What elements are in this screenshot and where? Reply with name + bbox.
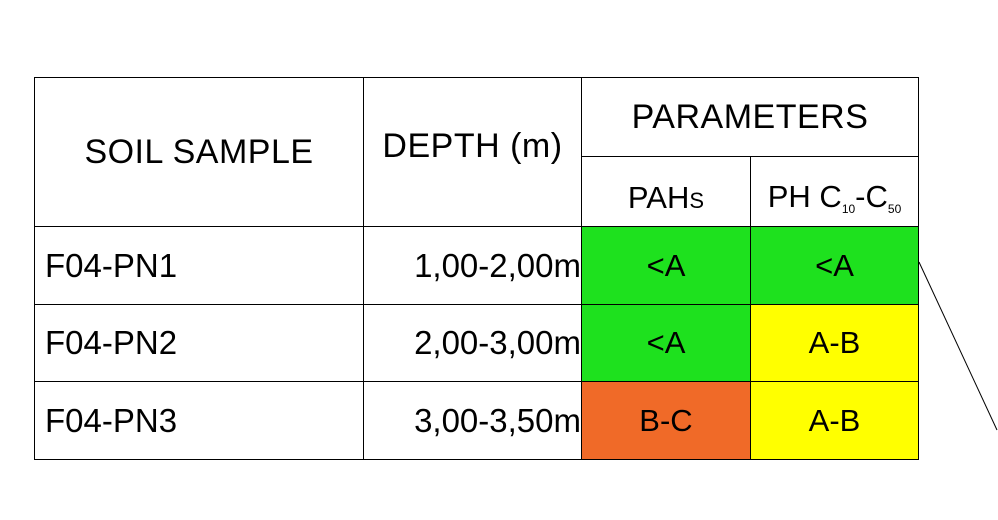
table-row-2-pahs: <A [581,304,751,382]
table-row-3-pahs: B-C [581,381,751,460]
row-3-depth-text: 3,00-3,50m [414,401,581,439]
header-parameters: PARAMETERS [581,77,919,157]
table-row-3-ph: A-B [750,381,919,460]
row-2-ph-value: A-B [808,325,861,360]
header-ph-label: PH C10-C50 [767,179,902,216]
row-1-depth-text: 1,00-2,00m [414,246,581,284]
row-1-pahs-value: <A [646,247,686,283]
table-row-3-depth: 3,00-3,50m [363,381,582,460]
table-row-2-ph: A-B [750,304,919,382]
row-2-depth-text: 2,00-3,00m [414,324,581,361]
row-1-ph-value: <A [815,247,854,283]
table-row-2-depth: 2,00-3,00m [363,304,582,382]
table-row-1-ph: <A [750,226,919,305]
header-pahs-label: PAHS [627,180,705,215]
table-row-1-pahs: <A [581,226,751,305]
header-ph-c10-c50: PH C10-C50 [750,156,919,227]
row-3-pahs-value: B-C [639,402,693,438]
row-2-pahs-value: <A [646,325,686,360]
header-depth-label: DEPTH (m) [382,126,563,165]
row-3-ph-value: A-B [808,402,861,438]
row-3-sample-text: F04-PN3 [45,401,178,439]
row-2-sample-text: F04-PN2 [45,324,178,361]
row-1-sample-text: F04-PN1 [45,246,178,284]
leader-line-stroke [918,261,998,431]
header-soil-sample-label: SOIL SAMPLE [84,132,314,171]
header-parameters-label: PARAMETERS [631,97,869,136]
